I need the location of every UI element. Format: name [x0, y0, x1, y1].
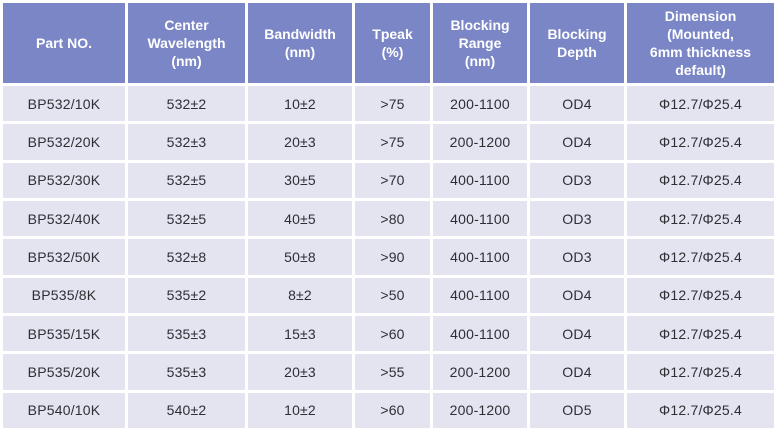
column-header-blocking-range: Blocking Range (nm) [433, 3, 527, 83]
cell-part-no: BP540/10K [3, 392, 125, 428]
cell-bandwidth: 8±2 [248, 277, 352, 313]
cell-tpeak: >50 [355, 277, 430, 313]
cell-blocking-range: 400-1100 [433, 200, 527, 237]
cell-tpeak: >70 [355, 162, 430, 198]
cell-tpeak: >60 [355, 315, 430, 352]
cell-blocking-range: 400-1100 [433, 162, 527, 198]
header-row: Part NO. Center Wavelength (nm) Bandwidt… [3, 3, 774, 83]
cell-center-wavelength: 532±5 [128, 162, 245, 198]
cell-blocking-depth: OD4 [530, 124, 624, 160]
cell-dimension: Φ12.7/Φ25.4 [627, 200, 774, 237]
cell-blocking-range: 200-1100 [433, 86, 527, 122]
cell-blocking-range: 400-1100 [433, 315, 527, 352]
cell-blocking-depth: OD3 [530, 239, 624, 275]
cell-dimension: Φ12.7/Φ25.4 [627, 277, 774, 313]
cell-dimension: Φ12.7/Φ25.4 [627, 392, 774, 428]
table-row: BP532/20K 532±3 20±3 >75 200-1200 OD4 Φ1… [3, 124, 774, 160]
cell-bandwidth: 30±5 [248, 162, 352, 198]
cell-tpeak: >90 [355, 239, 430, 275]
cell-blocking-range: 200-1200 [433, 392, 527, 428]
cell-dimension: Φ12.7/Φ25.4 [627, 124, 774, 160]
cell-tpeak: >55 [355, 354, 430, 390]
cell-dimension: Φ12.7/Φ25.4 [627, 239, 774, 275]
cell-tpeak: >60 [355, 392, 430, 428]
cell-part-no: BP532/30K [3, 162, 125, 198]
table-row: BP532/30K 532±5 30±5 >70 400-1100 OD3 Φ1… [3, 162, 774, 198]
cell-dimension: Φ12.7/Φ25.4 [627, 315, 774, 352]
cell-dimension: Φ12.7/Φ25.4 [627, 86, 774, 122]
column-header-bandwidth: Bandwidth (nm) [248, 3, 352, 83]
cell-blocking-depth: OD4 [530, 315, 624, 352]
cell-center-wavelength: 535±3 [128, 315, 245, 352]
table-row: BP532/50K 532±8 50±8 >90 400-1100 OD3 Φ1… [3, 239, 774, 275]
cell-bandwidth: 10±2 [248, 392, 352, 428]
cell-blocking-depth: OD4 [530, 86, 624, 122]
cell-part-no: BP532/10K [3, 86, 125, 122]
cell-blocking-range: 400-1100 [433, 277, 527, 313]
cell-blocking-depth: OD3 [530, 200, 624, 237]
cell-bandwidth: 20±3 [248, 354, 352, 390]
cell-part-no: BP532/40K [3, 200, 125, 237]
cell-blocking-depth: OD4 [530, 354, 624, 390]
table-row: BP535/20K 535±3 20±3 >55 200-1200 OD4 Φ1… [3, 354, 774, 390]
table-row: BP540/10K 540±2 10±2 >60 200-1200 OD5 Φ1… [3, 392, 774, 428]
column-header-dimension: Dimension (Mounted, 6mm thickness defaul… [627, 3, 774, 83]
table-row: BP532/10K 532±2 10±2 >75 200-1100 OD4 Φ1… [3, 86, 774, 122]
cell-center-wavelength: 540±2 [128, 392, 245, 428]
column-header-blocking-depth: Blocking Depth [530, 3, 624, 83]
cell-center-wavelength: 535±3 [128, 354, 245, 390]
table-row: BP535/8K 535±2 8±2 >50 400-1100 OD4 Φ12.… [3, 277, 774, 313]
cell-bandwidth: 50±8 [248, 239, 352, 275]
column-header-tpeak: Tpeak (%) [355, 3, 430, 83]
cell-dimension: Φ12.7/Φ25.4 [627, 162, 774, 198]
cell-bandwidth: 20±3 [248, 124, 352, 160]
cell-dimension: Φ12.7/Φ25.4 [627, 354, 774, 390]
cell-tpeak: >80 [355, 200, 430, 237]
cell-center-wavelength: 532±3 [128, 124, 245, 160]
cell-center-wavelength: 532±2 [128, 86, 245, 122]
cell-part-no: BP532/20K [3, 124, 125, 160]
cell-bandwidth: 15±3 [248, 315, 352, 352]
cell-part-no: BP535/20K [3, 354, 125, 390]
cell-bandwidth: 40±5 [248, 200, 352, 237]
column-header-part-no: Part NO. [3, 3, 125, 83]
cell-blocking-range: 400-1100 [433, 239, 527, 275]
cell-part-no: BP535/15K [3, 315, 125, 352]
cell-part-no: BP535/8K [3, 277, 125, 313]
cell-center-wavelength: 532±5 [128, 200, 245, 237]
cell-center-wavelength: 532±8 [128, 239, 245, 275]
cell-blocking-depth: OD5 [530, 392, 624, 428]
cell-tpeak: >75 [355, 124, 430, 160]
cell-center-wavelength: 535±2 [128, 277, 245, 313]
cell-blocking-depth: OD3 [530, 162, 624, 198]
cell-tpeak: >75 [355, 86, 430, 122]
cell-blocking-range: 200-1200 [433, 354, 527, 390]
cell-blocking-range: 200-1200 [433, 124, 527, 160]
cell-part-no: BP532/50K [3, 239, 125, 275]
table-row: BP535/15K 535±3 15±3 >60 400-1100 OD4 Φ1… [3, 315, 774, 352]
column-header-center-wavelength: Center Wavelength (nm) [128, 3, 245, 83]
cell-blocking-depth: OD4 [530, 277, 624, 313]
table-row: BP532/40K 532±5 40±5 >80 400-1100 OD3 Φ1… [3, 200, 774, 237]
cell-bandwidth: 10±2 [248, 86, 352, 122]
